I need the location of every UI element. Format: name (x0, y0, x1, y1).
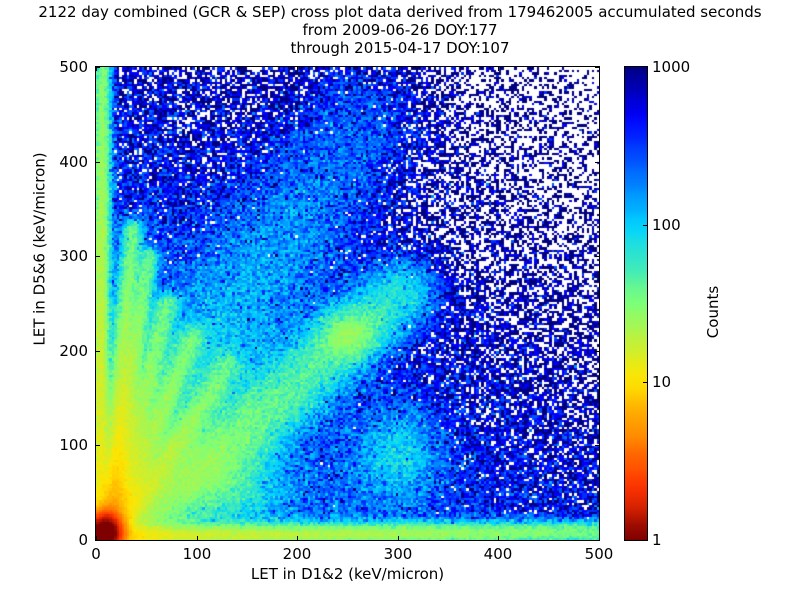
y-tick-label: 500 (59, 58, 88, 76)
x-tick (96, 67, 97, 71)
y-tick (595, 256, 599, 257)
x-tick (297, 67, 298, 71)
y-tick-label: 0 (78, 531, 88, 549)
y-tick (595, 162, 599, 163)
y-tick (595, 540, 599, 541)
x-axis-label: LET in D1&2 (keV/micron) (250, 565, 445, 583)
x-tick (498, 67, 499, 71)
title-subline-through: through 2015-04-17 DOY:107 (290, 39, 510, 57)
colorbar-tick-label: 1000 (652, 58, 691, 76)
x-tick-label: 0 (91, 545, 101, 563)
y-tick (96, 67, 100, 68)
y-tick (595, 351, 599, 352)
x-tick-label: 400 (483, 545, 513, 563)
x-tick (599, 67, 600, 71)
density-heatmap (96, 67, 599, 540)
colorbar-tick-label: 100 (652, 216, 681, 234)
y-tick (96, 540, 100, 541)
y-tick (96, 445, 100, 446)
y-tick (96, 162, 100, 163)
y-tick (96, 256, 100, 257)
y-tick-label: 400 (59, 153, 88, 171)
x-tick (96, 536, 97, 540)
y-tick-label: 100 (59, 436, 88, 454)
title-subline-from: from 2009-06-26 DOY:177 (302, 21, 498, 39)
x-tick (398, 67, 399, 71)
x-tick (599, 536, 600, 540)
y-tick (96, 351, 100, 352)
plot-axes (95, 66, 600, 541)
colorbar-label: Counts (704, 285, 722, 339)
x-tick-label: 200 (282, 545, 312, 563)
colorbar-gradient (625, 67, 647, 540)
colorbar-tick (643, 382, 648, 383)
x-tick (197, 67, 198, 71)
x-tick-label: 100 (182, 545, 212, 563)
colorbar-tick (643, 225, 648, 226)
y-tick-label: 200 (59, 342, 88, 360)
colorbar-tick-label: 10 (652, 373, 672, 391)
x-tick-label: 300 (383, 545, 413, 563)
x-tick (297, 536, 298, 540)
x-tick (197, 536, 198, 540)
colorbar (624, 66, 648, 541)
colorbar-tick-label: 1 (652, 531, 662, 549)
x-tick (498, 536, 499, 540)
page-title: 2122 day combined (GCR & SEP) cross plot… (38, 3, 762, 21)
y-tick (595, 67, 599, 68)
x-tick-label: 500 (584, 545, 614, 563)
y-tick (595, 445, 599, 446)
y-tick-label: 300 (59, 247, 88, 265)
x-tick (398, 536, 399, 540)
